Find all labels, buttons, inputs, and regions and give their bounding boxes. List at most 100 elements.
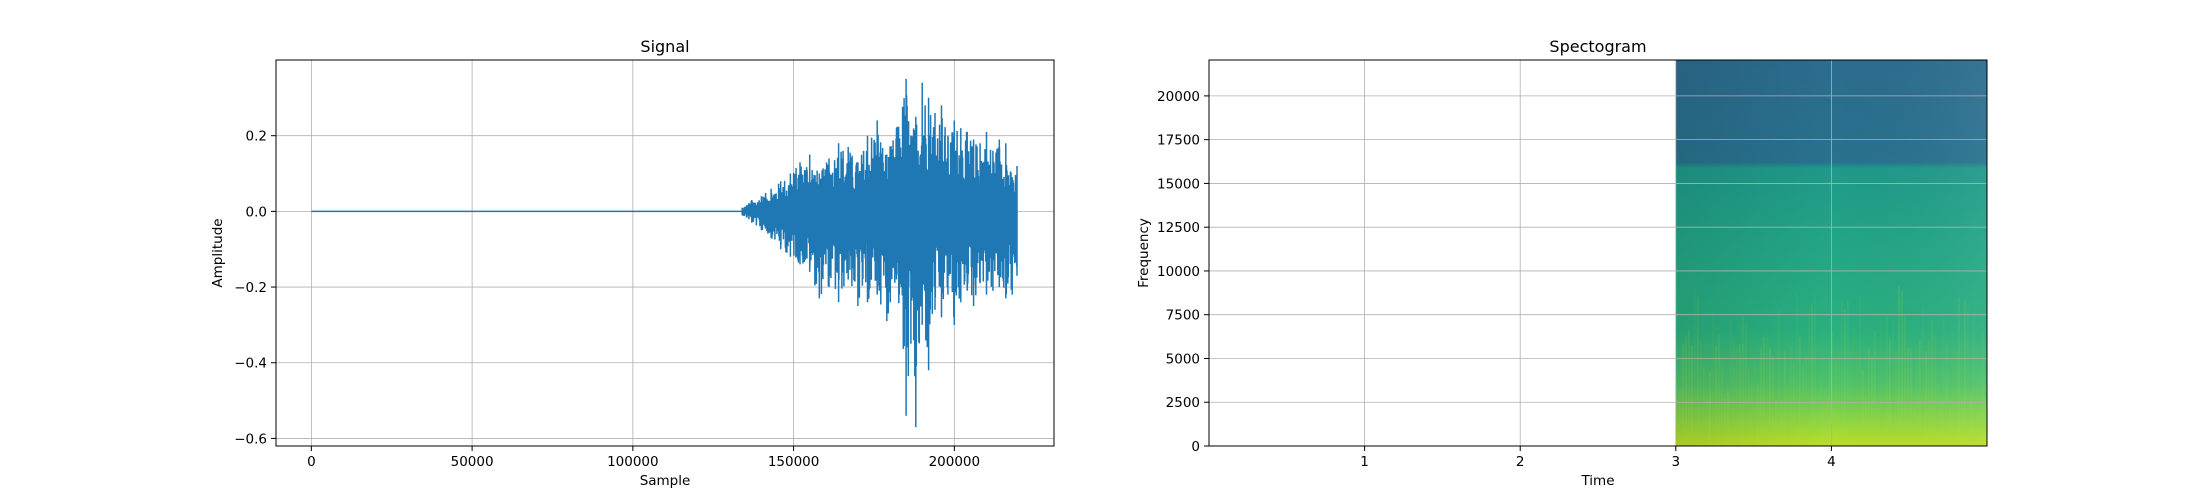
spectrogram-streak [1690, 345, 1693, 446]
spectrogram-streak [1909, 348, 1912, 446]
spectrogram-ticks: 1 2 3 4 0 2500 5000 7500 10000 12500 15000 17500 200… [1157, 89, 1836, 470]
signal-title: Signal [640, 37, 689, 56]
spectrogram-streak [1738, 343, 1741, 446]
spectrogram-streak [1732, 339, 1735, 446]
spectrogram-streak [1849, 348, 1852, 446]
spectrogram-streak [1702, 367, 1705, 446]
signal-x-label: Sample [640, 473, 691, 489]
signal-y-tick-label: 0.2 [246, 129, 267, 145]
spectrogram-streak [1762, 336, 1765, 446]
spectrogram-y-tick-label: 10000 [1157, 264, 1200, 280]
spectrogram-streak [1864, 397, 1867, 446]
spectrogram-streak [1969, 392, 1972, 446]
spectrogram-streak [1981, 330, 1984, 446]
signal-y-tick-label: −0.4 [234, 356, 267, 372]
spectrogram-streak [1822, 398, 1825, 446]
spectrogram-streak [1906, 348, 1909, 446]
spectrogram-streak [1711, 309, 1714, 446]
spectrogram-streak [1897, 286, 1900, 446]
spectrogram-x-tick-label: 4 [1827, 454, 1836, 470]
spectrogram-streak [1960, 399, 1963, 446]
spectrogram-streak [1843, 309, 1846, 446]
spectrogram-streak [1744, 323, 1747, 446]
signal-x-tick-label: 50000 [451, 454, 494, 470]
spectrogram-streak [1786, 381, 1789, 446]
spectrogram-streak [1978, 371, 1981, 446]
signal-y-tick-label: 0.0 [246, 204, 267, 220]
spectrogram-y-tick-label: 12500 [1157, 220, 1200, 236]
spectrogram-streak [1951, 331, 1954, 446]
spectrogram-streak [1675, 373, 1678, 446]
spectrogram-x-tick-label: 1 [1360, 454, 1369, 470]
spectrogram-streak [1693, 289, 1696, 446]
spectrogram-title: Spectogram [1549, 37, 1646, 56]
spectrogram-streak [1975, 382, 1978, 446]
signal-x-tick-label: 100000 [607, 454, 659, 470]
spectrogram-streak [1948, 405, 1951, 446]
spectrogram-y-tick-label: 2500 [1166, 395, 1200, 411]
signal-waveform [311, 78, 1018, 428]
spectrogram-x-label: Time [1580, 473, 1614, 489]
signal-grid [276, 60, 1054, 446]
spectrogram-streak [1720, 355, 1723, 446]
spectrogram-streak [1780, 398, 1783, 446]
spectrogram-streak [1795, 292, 1798, 446]
spectrogram-streak [1930, 320, 1933, 446]
signal-y-label: Amplitude [210, 218, 226, 287]
spectrogram-streak [1888, 338, 1891, 446]
signal-axes-frame [275, 59, 1055, 447]
spectrogram-streak [1852, 324, 1855, 446]
spectrogram-streak [1933, 335, 1936, 446]
spectrogram-streak [1765, 337, 1768, 446]
spectrogram-x-tick-label: 3 [1672, 454, 1681, 470]
signal-ticks: 0 50000 100000 150000 200000 0.2 0.0 −0.2 −0.4 −0… [234, 129, 980, 470]
spectrogram-streak [1792, 362, 1795, 446]
spectrogram-streak [1816, 393, 1819, 446]
spectrogram-streak [1708, 371, 1711, 446]
spectrogram-streak [1726, 390, 1729, 446]
spectrogram-streak [1717, 334, 1720, 446]
spectrogram-streak [1924, 350, 1927, 446]
spectrogram-streak [1945, 342, 1948, 446]
spectrogram-streak [1813, 293, 1816, 446]
spectrogram-streak [1741, 315, 1744, 446]
spectrogram-streak [1819, 380, 1822, 446]
spectrogram-streak [1696, 295, 1699, 446]
signal-chart: Signal 0 50000 100000 150000 200000 0.2 0.0 −0.… [210, 37, 1055, 489]
spectrogram-streak [1915, 359, 1918, 446]
signal-y-tick-label: −0.6 [234, 431, 267, 447]
spectrogram-streak [1837, 352, 1840, 446]
signal-x-tick-label: 0 [307, 454, 316, 470]
spectrogram-streak [1810, 304, 1813, 446]
spectrogram-streak [1714, 345, 1717, 446]
spectrogram-streak [1912, 401, 1915, 446]
spectrogram-streak [1879, 315, 1882, 446]
spectrogram-streak [1789, 347, 1792, 446]
spectrogram-streak [1684, 336, 1687, 446]
spectrogram-streak [1756, 383, 1759, 446]
spectrogram-y-tick-label: 7500 [1166, 308, 1200, 324]
spectrogram-streak [1858, 296, 1861, 446]
signal-x-tick-label: 200000 [929, 454, 981, 470]
spectrogram-y-tick-label: 20000 [1157, 89, 1200, 105]
spectrogram-axes-frame [1208, 59, 1988, 447]
spectrogram-streak [1723, 398, 1726, 446]
spectrogram-streak [1783, 351, 1786, 446]
spectrogram-streak [1777, 309, 1780, 446]
spectrogram-streak [1687, 330, 1690, 446]
spectrogram-streak [1681, 344, 1684, 446]
spectrogram-x-tick-label: 2 [1516, 454, 1525, 470]
spectrogram-chart: Spectogram 1 2 3 4 0 2500 5000 7500 10000 12500 15… [1136, 37, 1988, 489]
signal-x-tick-label: 150000 [768, 454, 820, 470]
spectrogram-y-label: Frequency [1136, 218, 1152, 288]
spectrogram-texture [1675, 286, 1987, 446]
spectrogram-streak [1873, 329, 1876, 446]
spectrogram-streak [1807, 309, 1810, 446]
spectrogram-streak [1954, 365, 1957, 446]
spectrogram-grid [1209, 60, 1987, 447]
spectrogram-streak [1921, 305, 1924, 446]
spectrogram-streak [1771, 355, 1774, 446]
spectrogram-streak [1984, 396, 1987, 446]
spectrogram-streak [1936, 383, 1939, 446]
spectrogram-streak [1939, 402, 1942, 446]
